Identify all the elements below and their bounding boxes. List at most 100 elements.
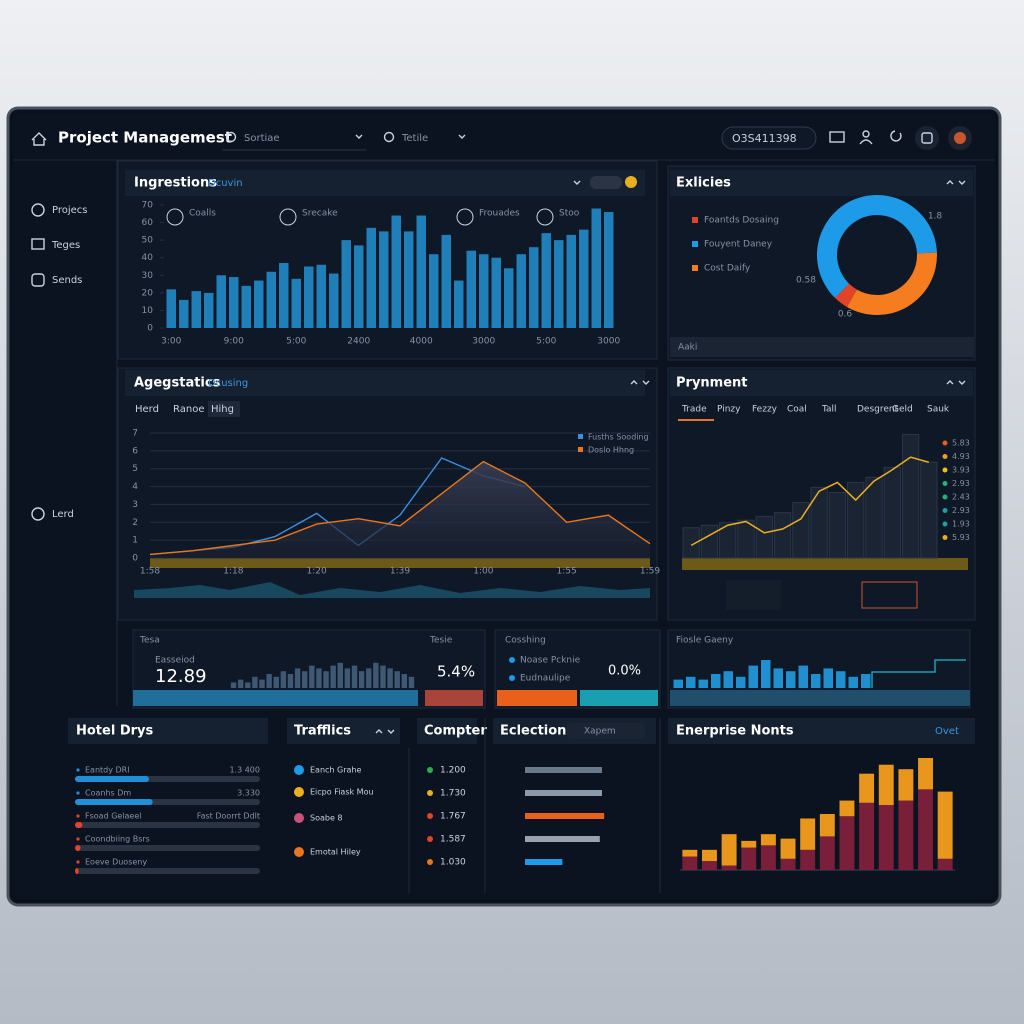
- dropdown-icon[interactable]: [355, 134, 363, 139]
- bar: [786, 671, 796, 688]
- tab[interactable]: Hihg: [211, 404, 234, 415]
- nav-icon[interactable]: [31, 203, 45, 217]
- collapse-icons[interactable]: [630, 380, 650, 385]
- filter-input[interactable]: Tetile: [401, 133, 428, 144]
- tab-active: [208, 401, 240, 417]
- panel-header: [68, 718, 268, 744]
- input-text[interactable]: Aaki: [678, 343, 697, 353]
- legend-label[interactable]: Cost Daify: [704, 264, 751, 274]
- bar: [358, 671, 365, 688]
- kpi-value: 5.4%: [437, 663, 475, 681]
- nav-item[interactable]: Teges: [51, 240, 80, 251]
- search-icon[interactable]: [225, 131, 237, 143]
- bar-segment: [937, 791, 953, 859]
- search-text[interactable]: Xapem: [584, 727, 616, 737]
- bar: [166, 289, 176, 328]
- bar: [755, 515, 773, 559]
- monitor-icon[interactable]: [829, 131, 845, 143]
- input-box[interactable]: [670, 337, 974, 357]
- nav-item[interactable]: Projecs: [52, 205, 88, 216]
- nav-icon[interactable]: [31, 238, 45, 250]
- bar: [711, 674, 721, 688]
- filter-icon[interactable]: [383, 131, 395, 143]
- status-dot[interactable]: [625, 176, 637, 188]
- x-tick-label: 1:18: [223, 567, 243, 577]
- bar: [229, 277, 239, 328]
- home-icon[interactable]: [31, 132, 47, 146]
- x-tick-label: 9:00: [224, 337, 244, 347]
- list-item[interactable]: Eanch Grahe: [310, 766, 362, 775]
- bar-segment: [682, 849, 698, 857]
- account-pill[interactable]: [721, 126, 817, 150]
- bar-segment: [741, 840, 757, 848]
- account-id[interactable]: O3S411398: [732, 132, 797, 145]
- tab[interactable]: Fezzy: [752, 405, 778, 415]
- bar: [761, 660, 771, 688]
- user-icon[interactable]: [862, 130, 870, 138]
- collapse-icons[interactable]: [946, 380, 966, 385]
- bar: [266, 271, 276, 328]
- notification-button[interactable]: [915, 126, 939, 150]
- search-box[interactable]: [567, 723, 645, 739]
- bar: [811, 674, 821, 688]
- collapse-icons[interactable]: [375, 729, 395, 734]
- panel-header: [287, 718, 400, 744]
- track: [75, 845, 260, 851]
- dropdown-icon[interactable]: [458, 134, 466, 139]
- legend-label[interactable]: Doslo Hhng: [588, 446, 634, 455]
- list-item[interactable]: Emotal Hiley: [310, 848, 361, 857]
- panel-title: Ingrestions: [134, 176, 217, 191]
- tab[interactable]: Coal: [787, 405, 807, 415]
- bar: [579, 229, 589, 328]
- bar-segment: [918, 789, 933, 870]
- dropdown-icon[interactable]: [573, 180, 581, 185]
- bar-segment: [859, 802, 875, 870]
- annotation: Coalls: [189, 209, 216, 219]
- panel-title: Compter: [424, 724, 487, 739]
- nav-icon[interactable]: [31, 507, 45, 521]
- collapse-icons[interactable]: [946, 180, 966, 185]
- list-item[interactable]: Soabe 8: [310, 814, 343, 823]
- tab[interactable]: Pinzy: [717, 405, 741, 415]
- tab[interactable]: Trade: [681, 405, 707, 415]
- legend-label[interactable]: Fusths Sooding: [588, 433, 649, 442]
- tab[interactable]: Ranoe: [173, 404, 204, 415]
- legend-label[interactable]: Fouyent Daney: [704, 240, 773, 250]
- search-input[interactable]: Sortiae: [244, 133, 280, 144]
- bar-segment: [937, 858, 953, 870]
- link[interactable]: Ovet: [935, 726, 959, 737]
- list-item[interactable]: Eicpo Fiask Mou: [310, 788, 374, 797]
- legend-value: 5.83: [952, 439, 970, 448]
- annotation: 0.58: [796, 276, 816, 286]
- bar: [454, 280, 464, 328]
- donut-slice: [835, 283, 857, 307]
- bar: [294, 668, 301, 688]
- bar: [604, 212, 614, 328]
- nav-item[interactable]: Lerd: [52, 509, 74, 520]
- dot: [509, 657, 515, 663]
- bar: [75, 822, 83, 828]
- panel-subtitle: Dcuvin: [208, 178, 243, 189]
- bar: [302, 671, 308, 688]
- nav-item[interactable]: Sends: [52, 275, 82, 286]
- list-icon: [294, 813, 304, 823]
- tab[interactable]: Sauk: [927, 405, 950, 415]
- y-tick-label: 0: [132, 554, 138, 564]
- tab[interactable]: Herd: [135, 404, 159, 415]
- kpi-title: Tesa: [139, 636, 160, 646]
- legend-label[interactable]: Foantds Dosaing: [704, 216, 779, 226]
- nav-icon[interactable]: [31, 273, 45, 287]
- bar: [252, 676, 258, 688]
- tab[interactable]: Tall: [821, 405, 837, 415]
- bar: [287, 674, 294, 688]
- bar-segment: [819, 814, 835, 837]
- bar: [748, 665, 758, 688]
- refresh-icon[interactable]: [890, 130, 902, 142]
- tab[interactable]: Geld: [892, 405, 913, 415]
- bar: [525, 836, 600, 842]
- tab[interactable]: Desgrent: [857, 405, 899, 415]
- toggle[interactable]: [590, 176, 622, 189]
- donut-slice: [817, 195, 937, 298]
- row-label: Fsoad Gelaeel: [85, 812, 142, 821]
